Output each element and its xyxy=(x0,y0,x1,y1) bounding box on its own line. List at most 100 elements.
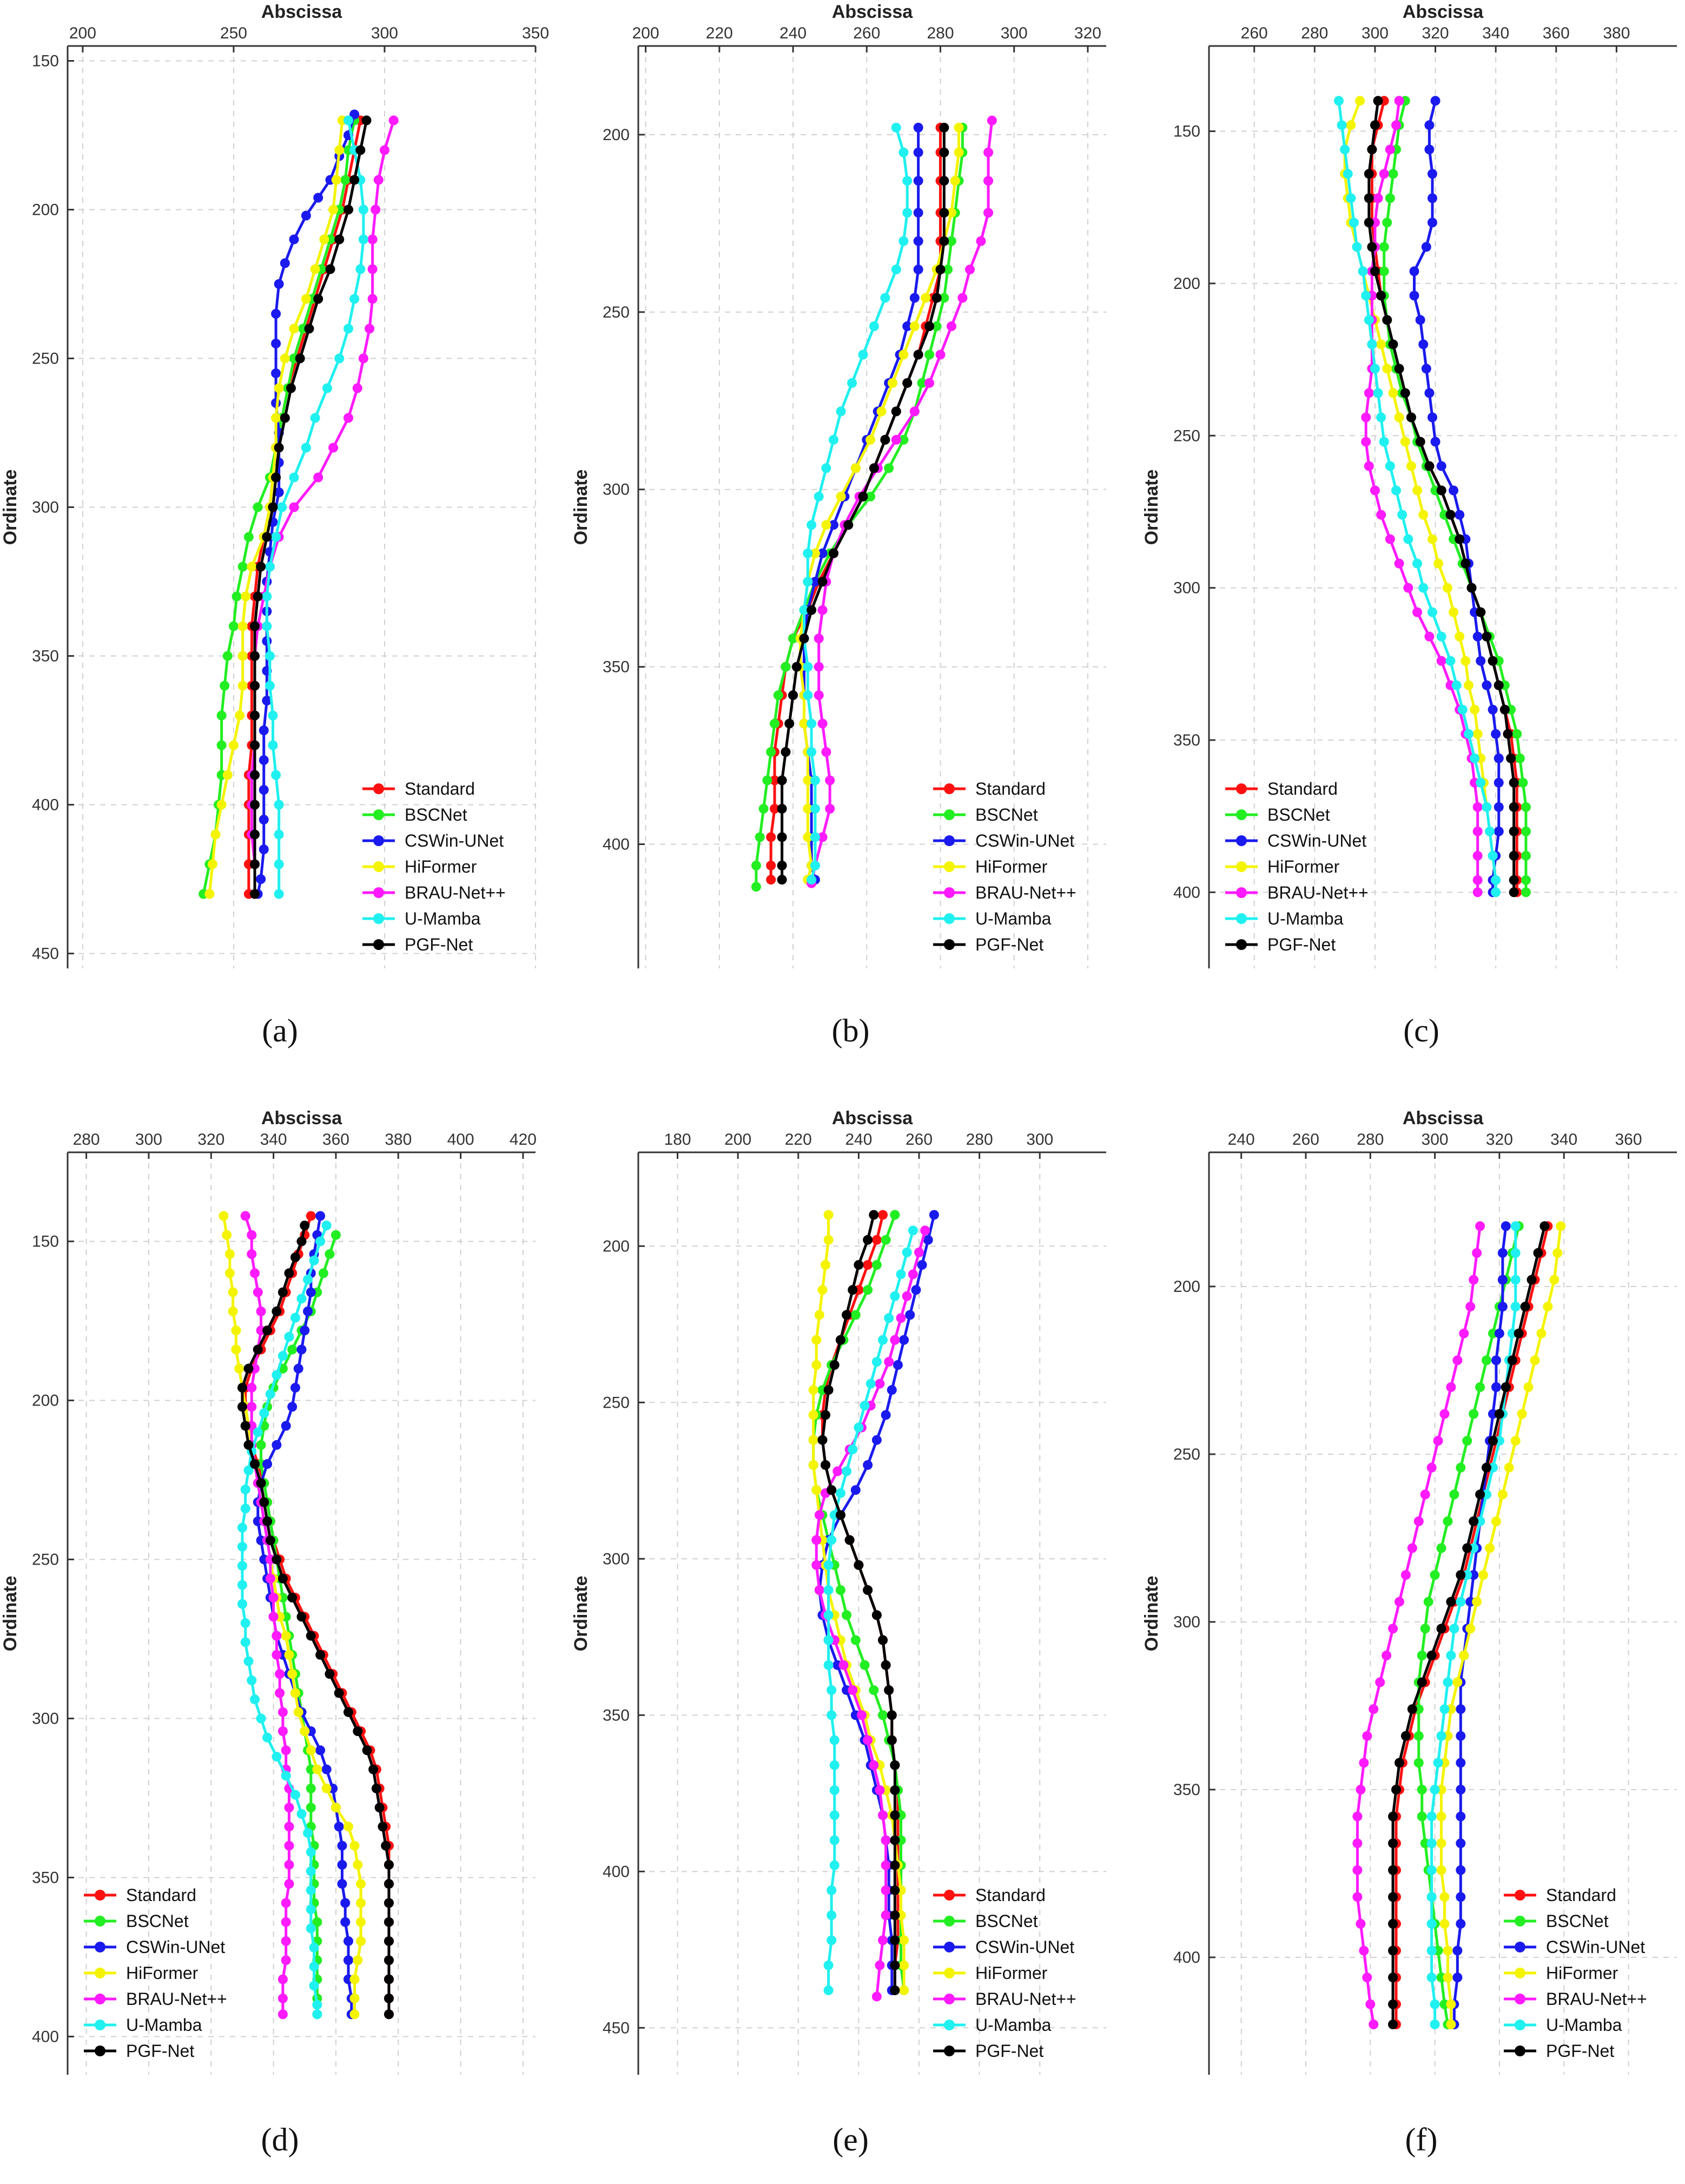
data-point xyxy=(878,1210,888,1220)
data-point xyxy=(1456,1758,1466,1768)
data-point xyxy=(1346,120,1356,130)
legend-label: Standard xyxy=(126,1885,196,1905)
data-point xyxy=(343,324,353,334)
data-point xyxy=(893,1360,903,1370)
data-point xyxy=(1373,96,1383,106)
data-point xyxy=(865,434,876,445)
data-point xyxy=(240,1484,250,1495)
data-point xyxy=(1394,412,1404,423)
series-line xyxy=(1364,100,1479,893)
data-point xyxy=(334,145,345,155)
data-point xyxy=(821,520,831,530)
legend-swatch-marker xyxy=(1515,1890,1525,1901)
data-point xyxy=(848,1444,858,1455)
data-point xyxy=(1364,169,1374,179)
data-point xyxy=(1424,388,1435,398)
data-point xyxy=(1443,1677,1453,1687)
data-point xyxy=(1436,1811,1446,1822)
data-point xyxy=(1521,802,1531,812)
data-point xyxy=(838,1660,849,1670)
data-point xyxy=(807,747,817,757)
data-point xyxy=(1503,729,1513,739)
data-point xyxy=(356,1898,366,1908)
x-tick-label: 260 xyxy=(853,24,880,42)
data-point xyxy=(1478,1570,1489,1580)
data-point xyxy=(309,1942,319,1952)
data-point xyxy=(250,859,260,869)
data-point xyxy=(1536,1328,1547,1338)
panel-e: 180 200 220 240 260 280 300 200 250 300 350 400 450 A… xyxy=(571,1108,1106,2157)
data-point xyxy=(224,1249,235,1259)
data-point xyxy=(881,1235,891,1245)
data-point xyxy=(1472,850,1483,861)
data-point xyxy=(863,1735,873,1745)
data-point xyxy=(228,1306,238,1316)
data-point xyxy=(821,1410,830,1420)
data-point xyxy=(265,681,275,691)
data-point xyxy=(361,115,372,126)
data-point xyxy=(1352,1838,1363,1849)
legend: Standard BSCNet CSWin-UNet HiFormer BRAU-Net… xyxy=(84,1885,227,2061)
data-point xyxy=(237,681,248,691)
data-point xyxy=(799,605,809,615)
data-point xyxy=(1497,1275,1508,1285)
data-point xyxy=(328,204,339,215)
legend-swatch-marker xyxy=(373,887,384,898)
data-point xyxy=(788,634,798,644)
data-point xyxy=(1459,1328,1469,1338)
data-point xyxy=(306,1866,316,1876)
data-point xyxy=(325,1669,335,1679)
data-point xyxy=(1476,777,1486,788)
data-point xyxy=(1397,510,1408,520)
data-point xyxy=(355,264,366,274)
legend: Standard BSCNet CSWin-UNet HiFormer BRAU-Net… xyxy=(933,1885,1076,2061)
data-point xyxy=(340,1898,351,1908)
data-point xyxy=(810,860,820,870)
data-point xyxy=(313,472,323,483)
data-point xyxy=(216,710,227,721)
data-point xyxy=(871,1235,882,1245)
legend-label: HiFormer xyxy=(1267,857,1340,876)
legend-swatch-marker xyxy=(1236,887,1247,898)
data-point xyxy=(1369,2020,1379,2029)
data-point xyxy=(890,1335,900,1345)
data-point xyxy=(250,1268,260,1278)
data-point xyxy=(896,1313,906,1323)
data-point xyxy=(1388,1945,1398,1956)
data-point xyxy=(343,1955,353,1965)
data-point xyxy=(1417,1651,1427,1660)
data-point xyxy=(1488,704,1498,715)
data-point xyxy=(881,1910,891,1921)
data-point xyxy=(1472,802,1483,812)
data-point xyxy=(1446,1651,1456,1660)
data-point xyxy=(1442,583,1452,593)
data-point xyxy=(1521,826,1531,836)
legend-label: Standard xyxy=(975,779,1046,799)
data-point xyxy=(343,413,353,423)
data-point xyxy=(265,1535,275,1546)
data-point xyxy=(349,1840,360,1851)
data-point xyxy=(1426,1838,1437,1849)
data-point xyxy=(300,1726,310,1737)
data-point xyxy=(828,548,838,558)
series-line xyxy=(1383,100,1528,893)
data-point xyxy=(1494,753,1504,763)
data-point xyxy=(243,1440,254,1450)
data-point xyxy=(306,1783,316,1793)
data-point xyxy=(1456,1731,1466,1741)
data-point xyxy=(250,800,260,810)
y-axis-title: Ordinate xyxy=(0,1576,21,1652)
series-line xyxy=(802,127,920,880)
data-point xyxy=(349,175,360,185)
data-point xyxy=(1391,485,1401,496)
data-point xyxy=(865,1378,876,1389)
data-point xyxy=(237,621,248,631)
y-tick-label: 150 xyxy=(32,1233,59,1251)
data-point xyxy=(1507,1355,1517,1365)
data-point xyxy=(1362,1731,1372,1741)
x-tick-label: 360 xyxy=(1615,1131,1642,1149)
data-point xyxy=(343,1822,353,1832)
data-point xyxy=(1476,607,1486,617)
data-point xyxy=(1436,656,1446,666)
data-point xyxy=(271,770,281,780)
